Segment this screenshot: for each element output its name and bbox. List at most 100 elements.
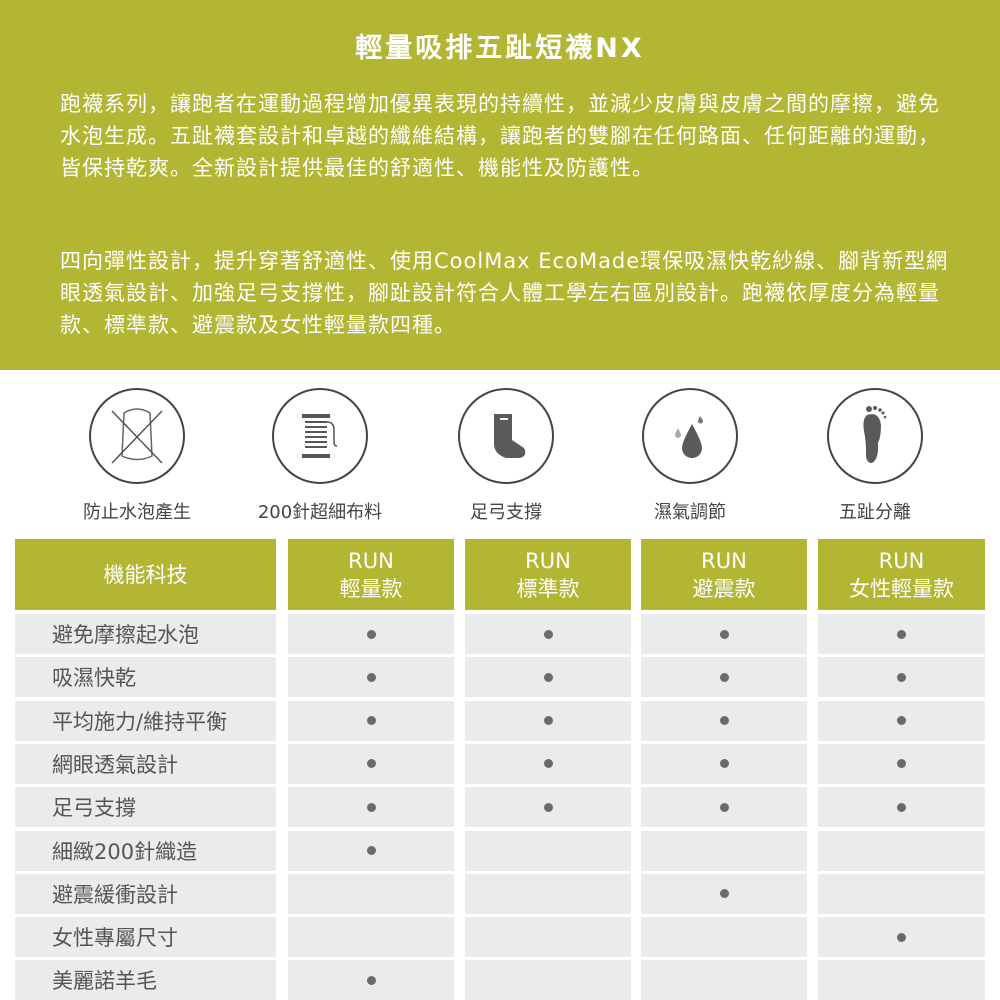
check-dot-icon — [543, 716, 553, 726]
check-dot-icon — [719, 889, 729, 899]
check-dot-icon — [719, 716, 729, 726]
model-series: RUN — [701, 548, 747, 573]
table-cell — [818, 614, 985, 654]
table-row-label: 足弓支撐 — [15, 787, 276, 828]
sock-icon — [458, 388, 554, 484]
table-cell — [465, 830, 631, 871]
table-cell — [818, 700, 985, 741]
check-dot-icon — [366, 672, 376, 682]
water-drop-icon — [642, 388, 738, 484]
check-dot-icon — [719, 759, 729, 769]
feature-label: 足弓支撐 — [470, 502, 542, 523]
check-dot-icon — [897, 629, 906, 639]
table-cell — [818, 960, 985, 1000]
table-row-label: 避免摩擦起水泡 — [15, 614, 276, 654]
table-header-model: RUN 女性輕量款 — [818, 539, 985, 610]
table-cell — [288, 960, 454, 1000]
feature-toe-separation: 五趾分離 — [800, 388, 950, 524]
table-cell — [288, 700, 454, 741]
table-cell — [465, 657, 631, 698]
table-cell — [641, 743, 807, 784]
check-dot-icon — [366, 846, 376, 855]
feature-moisture: 濕氣調節 — [615, 388, 765, 524]
table-row-label: 吸濕快乾 — [15, 657, 276, 698]
description-paragraph: 跑襪系列，讓跑者在運動過程增加優異表現的持續性，並減少皮膚與皮膚之間的摩擦，避免… — [60, 92, 940, 180]
table-cell — [288, 787, 454, 828]
product-header: 輕量吸排五趾短襪NX 跑襪系列，讓跑者在運動過程增加優異表現的持續性，並減少皮膚… — [0, 0, 1000, 370]
check-dot-icon — [366, 716, 376, 726]
table-row-label: 網眼透氣設計 — [15, 743, 276, 784]
table-cell — [818, 743, 985, 784]
check-dot-icon — [897, 932, 906, 942]
feature-label: 濕氣調節 — [654, 502, 726, 523]
table-cell — [288, 614, 454, 654]
table-cell — [641, 657, 807, 698]
model-name: 避震款 — [692, 576, 756, 601]
check-dot-icon — [897, 759, 906, 769]
table-header-model: RUN 標準款 — [465, 539, 631, 610]
table-cell — [818, 657, 985, 698]
page-title: 輕量吸排五趾短襪NX — [355, 33, 645, 64]
feature-label: 200針超細布料 — [257, 502, 383, 523]
table-cell — [288, 830, 454, 871]
check-dot-icon — [719, 629, 729, 639]
table-header-model: RUN 避震款 — [641, 539, 807, 610]
table-cell — [288, 873, 454, 914]
table-cell — [465, 700, 631, 741]
header-label: 機能科技 — [103, 562, 188, 587]
table-cell — [641, 873, 807, 914]
feature-no-blister: 防止水泡產生 — [62, 388, 212, 524]
model-series: RUN — [525, 548, 571, 573]
table-cell — [465, 743, 631, 784]
check-dot-icon — [543, 672, 553, 682]
features-paragraph: 四向彈性設計，提升穿著舒適性、使用CoolMax EcoMade環保吸濕快乾紗線… — [60, 249, 949, 337]
table-cell — [641, 917, 807, 958]
check-dot-icon — [543, 802, 553, 812]
check-dot-icon — [366, 629, 376, 639]
table-header-model: RUN 輕量款 — [288, 539, 454, 610]
table-row-label: 細緻200針織造 — [15, 830, 276, 871]
table-cell — [465, 917, 631, 958]
check-dot-icon — [543, 629, 553, 639]
table-header-feature: 機能科技 — [15, 539, 276, 610]
check-dot-icon — [366, 759, 376, 769]
table-cell — [288, 657, 454, 698]
check-dot-icon — [897, 802, 906, 812]
table-cell — [818, 873, 985, 914]
check-dot-icon — [543, 759, 553, 769]
table-row-label: 平均施力/維持平衡 — [15, 700, 276, 741]
table-cell — [465, 960, 631, 1000]
table-row-label: 避震緩衝設計 — [15, 873, 276, 914]
check-dot-icon — [897, 672, 906, 682]
table-cell — [288, 743, 454, 784]
thread-spool-icon — [272, 388, 368, 484]
feature-200-needle: 200針超細布料 — [245, 388, 395, 524]
table-cell — [465, 614, 631, 654]
table-row-label: 女性專屬尺寸 — [15, 917, 276, 958]
table-cell — [641, 787, 807, 828]
feature-label: 五趾分離 — [839, 502, 911, 523]
check-dot-icon — [366, 975, 376, 985]
table-row-label: 美麗諾羊毛 — [15, 960, 276, 1000]
table-cell — [641, 700, 807, 741]
model-name: 女性輕量款 — [849, 576, 954, 601]
model-name: 標準款 — [516, 576, 580, 601]
no-blister-icon — [89, 388, 185, 484]
table-cell — [465, 787, 631, 828]
check-dot-icon — [719, 802, 729, 812]
model-name: 輕量款 — [339, 576, 403, 601]
check-dot-icon — [366, 802, 376, 812]
model-series: RUN — [348, 548, 394, 573]
table-cell — [818, 787, 985, 828]
feature-label: 防止水泡產生 — [83, 502, 191, 523]
check-dot-icon — [719, 672, 729, 682]
table-cell — [818, 830, 985, 871]
table-cell — [288, 917, 454, 958]
table-cell — [641, 960, 807, 1000]
table-cell — [641, 830, 807, 871]
table-cell — [818, 917, 985, 958]
model-series: RUN — [878, 548, 925, 573]
table-cell — [465, 873, 631, 914]
table-cell — [641, 614, 807, 654]
footprint-icon — [827, 388, 923, 484]
